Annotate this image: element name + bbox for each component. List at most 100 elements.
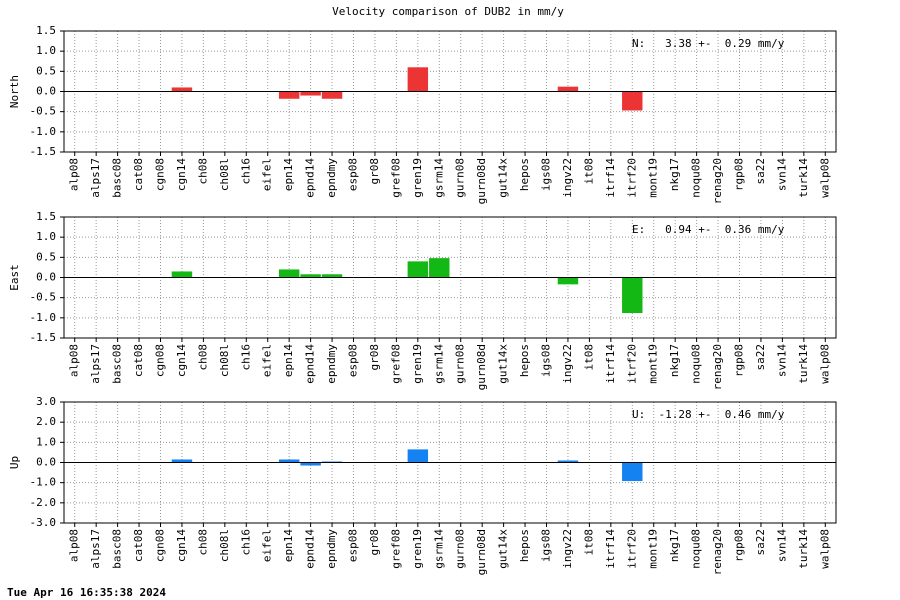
x-tick-label: walp08 — [818, 158, 831, 198]
x-tick-label: gurn08 — [454, 529, 467, 569]
bar — [429, 258, 450, 278]
x-tick-label: gr08 — [368, 158, 381, 185]
x-tick-label: epndmy — [325, 344, 338, 384]
x-tick-label: walp08 — [818, 529, 831, 569]
x-tick-label: cat08 — [132, 344, 145, 377]
x-tick-label: cgn14 — [175, 529, 188, 562]
annotation: N: 3.38 +- 0.29 mm/y — [632, 37, 785, 50]
x-tick-label: rgp08 — [733, 344, 746, 377]
x-tick-label: gsrm14 — [432, 529, 445, 569]
x-tick-label: gut14x — [497, 529, 510, 569]
x-tick-label: svn14 — [775, 344, 788, 377]
x-tick-label: renag20 — [711, 344, 724, 390]
bar — [300, 274, 321, 278]
x-tick-label: it08 — [582, 158, 595, 185]
bar — [278, 459, 300, 463]
bar — [321, 274, 343, 278]
x-tick-label: itrf20 — [625, 344, 638, 384]
x-tick-label: cat08 — [132, 529, 145, 562]
x-tick-label: hepos — [518, 529, 531, 562]
x-tick-label: ingv22 — [561, 158, 574, 198]
x-tick-label: gref08 — [389, 529, 402, 569]
y-tick-label: -1.5 — [30, 145, 57, 158]
x-tick-label: cgn08 — [154, 158, 167, 191]
bar — [300, 462, 321, 466]
bar — [278, 91, 300, 99]
bar — [622, 462, 643, 482]
bar — [407, 449, 429, 463]
x-tick-label: gsrm14 — [432, 158, 445, 198]
x-tick-label: basc08 — [111, 158, 124, 198]
x-tick-label: alp08 — [68, 529, 81, 562]
bar — [171, 87, 193, 92]
y-tick-label: 2.0 — [36, 415, 56, 428]
y-tick-label: 0.0 — [36, 85, 56, 98]
x-tick-label: gr08 — [368, 529, 381, 556]
x-tick-label: itrf14 — [604, 158, 617, 198]
x-tick-label: ch08l — [218, 344, 231, 377]
x-tick-label: it08 — [582, 344, 595, 371]
x-tick-label: ch08l — [218, 529, 231, 562]
bar — [407, 261, 429, 278]
y-tick-label: 1.0 — [36, 230, 56, 243]
x-tick-label: mont19 — [647, 344, 660, 384]
bar — [171, 271, 193, 278]
x-tick-label: itrf14 — [604, 344, 617, 384]
y-axis-label: Up — [8, 456, 21, 469]
x-tick-label: ch08l — [218, 158, 231, 191]
timestamp: Tue Apr 16 16:35:38 2024 — [7, 586, 166, 599]
x-tick-label: svn14 — [775, 158, 788, 191]
x-tick-label: mont19 — [647, 529, 660, 569]
x-tick-label: nkg17 — [668, 529, 681, 562]
chart-title: Velocity comparison of DUB2 in mm/y — [332, 5, 564, 18]
bar — [622, 91, 643, 111]
x-tick-label: hepos — [518, 158, 531, 191]
y-tick-label: -1.0 — [30, 125, 57, 138]
y-tick-label: -1.0 — [30, 476, 57, 489]
x-tick-label: itrf20 — [625, 158, 638, 198]
x-tick-label: cgn08 — [154, 529, 167, 562]
x-tick-label: renag20 — [711, 158, 724, 204]
x-tick-label: turk14 — [797, 344, 810, 384]
bar — [622, 277, 643, 313]
x-tick-label: epnd14 — [304, 158, 317, 198]
x-tick-label: sa22 — [754, 529, 767, 556]
x-tick-label: basc08 — [111, 344, 124, 384]
plot-frame — [63, 216, 837, 339]
x-tick-label: esp08 — [347, 529, 360, 562]
x-tick-label: svn14 — [775, 529, 788, 562]
x-tick-label: igs08 — [540, 344, 553, 377]
x-tick-label: epnd14 — [304, 344, 317, 384]
x-tick-label: epn14 — [282, 344, 295, 377]
y-tick-label: 1.0 — [36, 435, 56, 448]
x-tick-label: cgn14 — [175, 158, 188, 191]
x-tick-label: nkg17 — [668, 344, 681, 377]
x-tick-label: turk14 — [797, 529, 810, 569]
annotation: E: 0.94 +- 0.36 mm/y — [632, 223, 785, 236]
x-tick-label: itrf20 — [625, 529, 638, 569]
y-tick-label: 0.5 — [36, 250, 56, 263]
x-tick-label: it08 — [582, 529, 595, 556]
y-tick-label: 0.5 — [36, 64, 56, 77]
x-tick-label: esp08 — [347, 344, 360, 377]
x-tick-label: gren19 — [411, 344, 424, 384]
y-tick-label: 3.0 — [36, 395, 56, 408]
x-tick-label: gurn08d — [475, 158, 488, 204]
x-tick-label: gut14x — [497, 344, 510, 384]
x-tick-label: ingv22 — [561, 344, 574, 384]
x-tick-label: ch08 — [196, 529, 209, 556]
bar — [557, 460, 579, 463]
x-tick-label: epnd14 — [304, 529, 317, 569]
x-tick-label: gurn08 — [454, 158, 467, 198]
bar — [300, 91, 321, 96]
x-tick-label: gren19 — [411, 529, 424, 569]
x-tick-label: ch16 — [239, 158, 252, 185]
x-tick-label: gut14x — [497, 158, 510, 198]
plot-frame — [63, 401, 837, 524]
y-tick-label: -0.5 — [30, 105, 57, 118]
x-tick-label: gurn08d — [475, 344, 488, 390]
bar — [321, 91, 343, 99]
y-tick-label: 0.0 — [36, 456, 56, 469]
x-tick-label: cat08 — [132, 158, 145, 191]
y-tick-label: -1.0 — [30, 311, 57, 324]
